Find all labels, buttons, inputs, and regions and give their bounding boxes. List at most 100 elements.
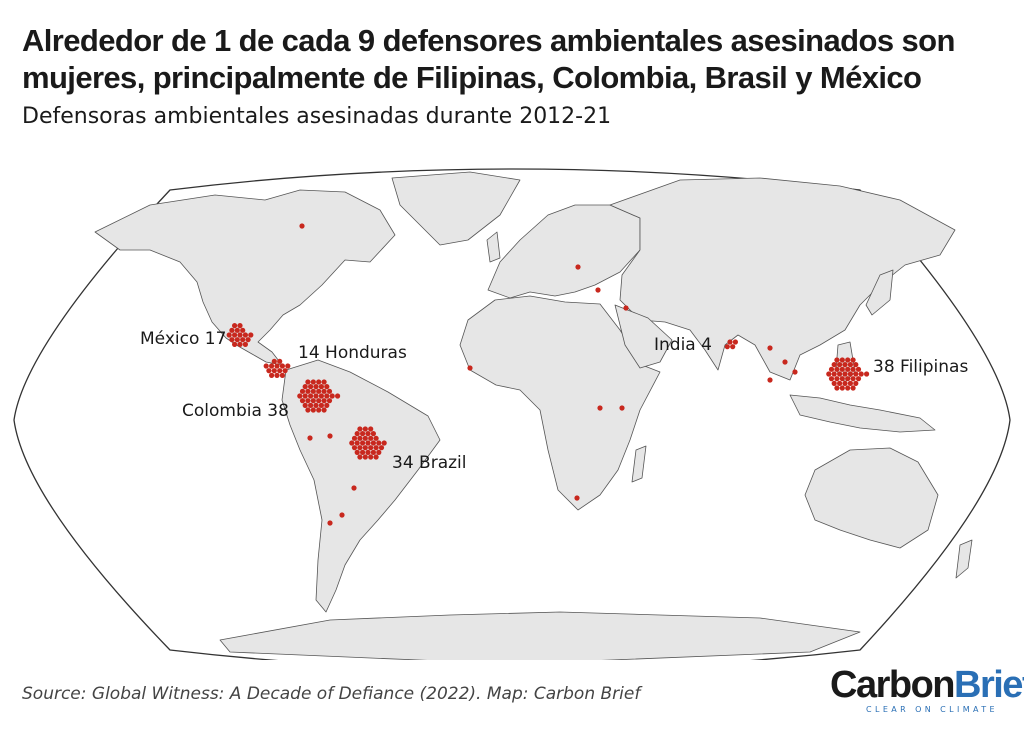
dot-colombia-36 bbox=[326, 388, 333, 394]
dot-india-1 bbox=[732, 339, 739, 345]
dot-philippines-34 bbox=[850, 357, 856, 363]
dot-honduras-5 bbox=[271, 358, 277, 364]
dot-colombia-18 bbox=[321, 388, 327, 394]
dot-colombia-23 bbox=[316, 407, 322, 413]
dot-brazil-0 bbox=[365, 440, 371, 446]
dot-philippines-11 bbox=[837, 380, 843, 386]
north-america bbox=[94, 189, 396, 366]
dot-single-5 bbox=[597, 405, 603, 411]
dot-brazil-27 bbox=[351, 445, 358, 451]
dot-colombia-21 bbox=[324, 402, 330, 408]
dot-india-2 bbox=[730, 344, 736, 350]
dot-philippines-1 bbox=[847, 371, 854, 377]
dot-brazil-26 bbox=[354, 449, 360, 455]
dot-single-4 bbox=[467, 365, 473, 371]
dot-mexico-5 bbox=[234, 327, 240, 333]
dot-philippines-29 bbox=[828, 366, 835, 372]
dot-mexico-11 bbox=[232, 341, 238, 347]
dot-colombia-30 bbox=[302, 384, 308, 390]
logo-word-carbon: Carbon bbox=[830, 664, 956, 706]
dot-philippines-2 bbox=[845, 376, 851, 382]
britain bbox=[486, 231, 501, 263]
label-philippines: 38 Filipinas bbox=[873, 357, 968, 377]
dot-colombia-27 bbox=[299, 398, 306, 404]
dot-colombia-16 bbox=[313, 384, 319, 390]
dot-philippines-4 bbox=[837, 371, 843, 377]
dot-mexico-14 bbox=[229, 327, 235, 333]
dot-brazil-3 bbox=[362, 445, 368, 451]
dot-colombia-10 bbox=[313, 402, 319, 408]
dot-philippines-16 bbox=[842, 362, 848, 368]
dot-philippines-13 bbox=[831, 371, 837, 377]
dot-philippines-25 bbox=[834, 385, 840, 391]
new-zealand bbox=[955, 539, 973, 579]
dot-brazil-4 bbox=[360, 440, 366, 446]
greenland bbox=[391, 171, 521, 246]
dot-colombia-20 bbox=[326, 398, 333, 404]
dot-honduras-2 bbox=[277, 368, 283, 374]
dot-brazil-23 bbox=[368, 454, 374, 460]
dot-mexico-9 bbox=[242, 341, 248, 347]
dot-brazil-33 bbox=[368, 426, 374, 432]
dot-single-14 bbox=[782, 359, 788, 365]
logo-word-brief: Brief bbox=[954, 664, 1024, 706]
map-title: Alrededor de 1 de cada 9 defensores ambi… bbox=[22, 23, 955, 95]
dot-brazil-28 bbox=[349, 440, 355, 446]
label-india: India 4 bbox=[654, 335, 712, 355]
dot-single-12 bbox=[327, 520, 333, 526]
dot-mexico-1 bbox=[242, 332, 248, 338]
dot-philippines-17 bbox=[847, 362, 854, 368]
dot-colombia-37 bbox=[335, 393, 341, 399]
dot-mexico-12 bbox=[229, 337, 235, 343]
dot-colombia-24 bbox=[310, 407, 316, 413]
dot-colombia-7 bbox=[324, 393, 330, 399]
dot-philippines-12 bbox=[834, 376, 840, 382]
africa bbox=[459, 295, 661, 511]
source-note: Source: Global Witness: A Decade of Defi… bbox=[22, 684, 641, 704]
dot-single-3 bbox=[623, 305, 629, 311]
dot-philippines-36 bbox=[855, 366, 862, 372]
dot-philippines-31 bbox=[834, 357, 840, 363]
dot-india-0 bbox=[727, 339, 733, 345]
dot-honduras-4 bbox=[269, 363, 275, 369]
land-masses bbox=[94, 171, 973, 660]
dot-brazil-29 bbox=[351, 435, 358, 441]
asia bbox=[609, 177, 956, 381]
dot-single-10 bbox=[351, 485, 357, 491]
dot-colombia-31 bbox=[305, 379, 311, 385]
japan bbox=[865, 269, 894, 316]
dot-single-8 bbox=[307, 435, 313, 441]
dot-brazil-25 bbox=[357, 454, 363, 460]
label-mexico: México 17 bbox=[140, 329, 226, 349]
dot-philippines-19 bbox=[858, 371, 864, 377]
logo-tagline: CLEAR ON CLIMATE bbox=[866, 705, 998, 714]
dot-philippines-22 bbox=[850, 385, 856, 391]
dot-philippines-26 bbox=[831, 380, 837, 386]
south-america bbox=[281, 359, 441, 613]
arabian-peninsula bbox=[614, 304, 673, 369]
dot-colombia-13 bbox=[302, 393, 308, 399]
dot-philippines-28 bbox=[826, 371, 832, 377]
dot-single-9 bbox=[327, 433, 333, 439]
dot-india-3 bbox=[724, 344, 730, 350]
dot-philippines-21 bbox=[853, 380, 859, 386]
dot-colombia-35 bbox=[324, 384, 330, 390]
dot-honduras-12 bbox=[266, 368, 272, 374]
world-map: México 17 14 Honduras Colombia 38 34 Bra… bbox=[13, 168, 1011, 660]
dot-brazil-17 bbox=[370, 431, 376, 437]
dot-philippines-30 bbox=[831, 362, 837, 368]
dot-colombia-15 bbox=[308, 384, 314, 390]
antarctica bbox=[219, 611, 861, 660]
dot-brazil-16 bbox=[365, 431, 371, 437]
dot-philippines-5 bbox=[839, 366, 845, 372]
dot-philippines-27 bbox=[828, 376, 835, 382]
dot-colombia-6 bbox=[316, 388, 322, 394]
dot-philippines-14 bbox=[834, 366, 840, 372]
dot-brazil-31 bbox=[357, 426, 363, 432]
map-subtitle: Defensoras ambientales asesinadas durant… bbox=[22, 104, 612, 129]
dot-honduras-6 bbox=[277, 358, 283, 364]
dot-single-7 bbox=[574, 495, 580, 501]
dot-mexico-6 bbox=[240, 327, 246, 333]
dot-colombia-34 bbox=[321, 379, 327, 385]
